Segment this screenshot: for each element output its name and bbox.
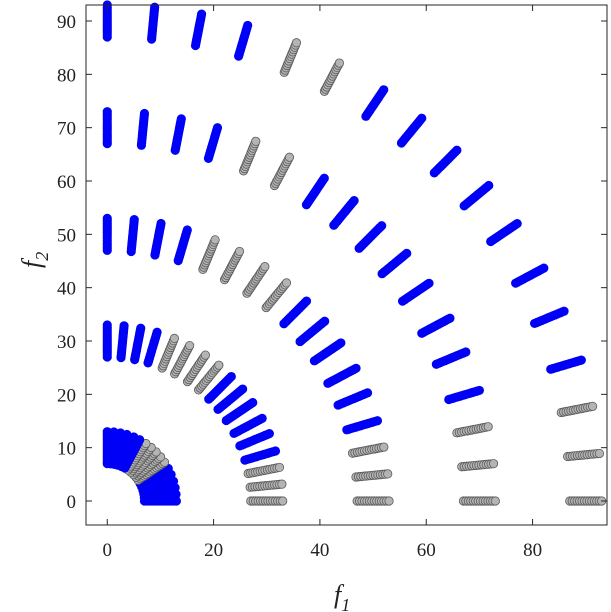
x-tick-label: 0 (103, 540, 113, 561)
x-tick-label: 80 (523, 540, 542, 561)
x-tick-label: 60 (417, 540, 436, 561)
data-point (417, 113, 427, 123)
data-point (200, 350, 210, 360)
y-tick-label: 30 (57, 332, 76, 353)
data-point (490, 496, 500, 506)
data-point (102, 427, 112, 437)
data-point (102, 213, 112, 223)
ticks-layer (86, 5, 607, 525)
data-point (349, 195, 359, 206)
data-point (226, 371, 236, 382)
x-tick-label: 20 (204, 540, 223, 561)
data-point (336, 338, 346, 348)
data-point (150, 2, 160, 12)
axes-frame (85, 4, 608, 526)
data-point (278, 496, 288, 506)
data-point (320, 316, 330, 326)
data-point (301, 296, 312, 306)
data-point (119, 321, 129, 331)
data-point (264, 429, 274, 439)
y-tick-label: 80 (57, 65, 76, 86)
y-tick-label: 20 (57, 385, 76, 406)
data-point (176, 114, 186, 124)
data-point (379, 85, 389, 95)
data-point (243, 20, 253, 31)
data-point (319, 173, 329, 183)
data-point (260, 262, 270, 272)
data-point (210, 235, 220, 245)
data-point (452, 145, 462, 155)
data-point (281, 278, 292, 288)
data-point (424, 278, 434, 288)
data-point (248, 397, 258, 408)
x-tick-labels: 0 20 40 60 80 (103, 540, 543, 561)
data-point (576, 355, 586, 365)
data-point (372, 416, 383, 426)
data-point (351, 363, 361, 373)
data-point (334, 58, 344, 68)
x-axis-label: f1 (334, 580, 350, 612)
data-point (483, 422, 493, 432)
data-point (197, 9, 207, 19)
data-point (257, 413, 267, 423)
x-tick-label: 40 (310, 540, 329, 561)
data-point (474, 385, 484, 396)
data-point (139, 108, 150, 119)
data-point (379, 442, 389, 452)
data-point (274, 462, 285, 473)
data-point (102, 107, 112, 117)
data-point (291, 38, 302, 48)
y-tick-label: 70 (57, 119, 76, 140)
data-point (383, 469, 393, 479)
data-point (284, 152, 295, 162)
data-point (512, 219, 522, 229)
data-point (251, 136, 261, 146)
y-tick-label: 90 (57, 12, 76, 33)
y-tick-label: 40 (57, 279, 76, 300)
data-point (587, 401, 598, 411)
data-point (234, 246, 245, 257)
y-tick-label: 50 (57, 225, 76, 246)
data-point (559, 306, 569, 316)
data-point (362, 388, 373, 398)
data-point (102, 320, 112, 330)
data-point (277, 479, 287, 489)
data-point (156, 218, 166, 229)
data-point (484, 180, 494, 191)
data-point (270, 446, 281, 456)
data-point (594, 448, 605, 459)
y-tick-labels: 0 10 20 30 40 50 60 70 80 90 (57, 12, 76, 513)
y-tick-label: 60 (57, 172, 76, 193)
data-point (185, 340, 195, 351)
data-point (402, 248, 412, 258)
data-point (212, 123, 223, 133)
data-point (488, 459, 499, 469)
data-point (214, 360, 224, 370)
data-point (384, 496, 394, 506)
data-point (182, 225, 192, 235)
data-point (169, 333, 179, 343)
data-point (152, 327, 162, 337)
data-point (445, 313, 455, 323)
data-point (129, 215, 139, 225)
data-point (539, 263, 549, 273)
data-point (136, 323, 146, 333)
data-point (238, 384, 248, 394)
y-axis-label: f2 (17, 252, 52, 268)
data-point (461, 347, 471, 357)
y-tick-label: 0 (67, 492, 77, 513)
data-point (377, 221, 387, 231)
y-tick-label: 10 (57, 439, 76, 460)
